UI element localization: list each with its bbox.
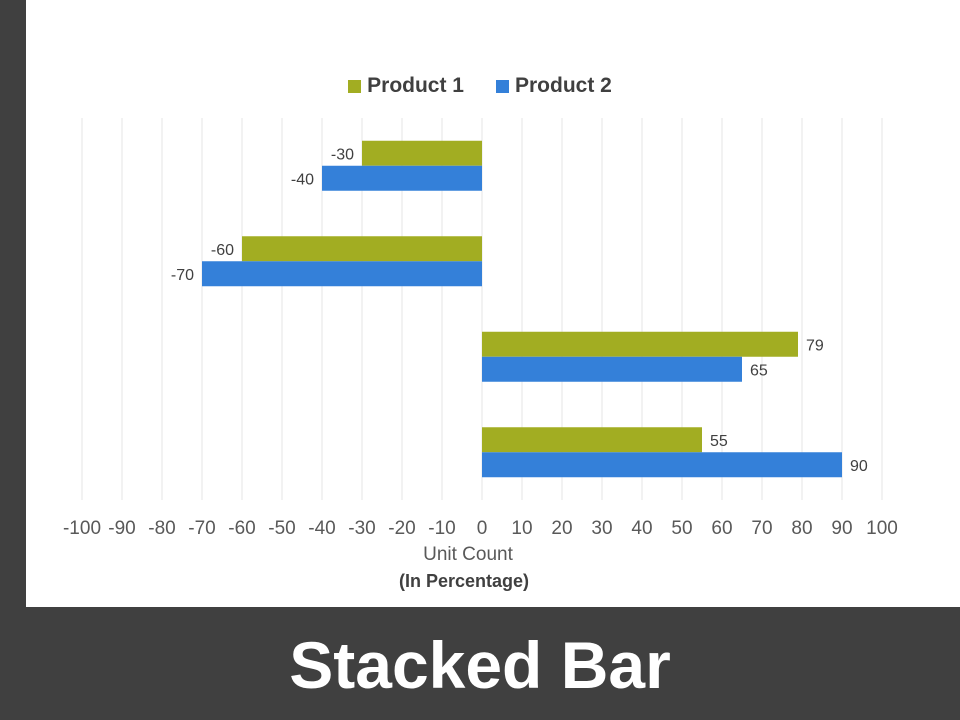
x-tick-label: -20 bbox=[388, 518, 415, 539]
x-tick-label: 80 bbox=[791, 518, 812, 539]
x-tick-label: -70 bbox=[188, 518, 215, 539]
x-tick-label: 60 bbox=[711, 518, 732, 539]
x-tick-label: -50 bbox=[268, 518, 295, 539]
x-tick-label: -100 bbox=[63, 518, 101, 539]
x-tick-label: -80 bbox=[148, 518, 175, 539]
data-label: -40 bbox=[291, 171, 314, 188]
x-tick-label: 20 bbox=[551, 518, 572, 539]
x-tick-label: -40 bbox=[308, 518, 335, 539]
bar-product-2 bbox=[482, 356, 742, 382]
x-tick-label: -60 bbox=[228, 518, 255, 539]
bars bbox=[202, 140, 842, 478]
x-tick-label: -30 bbox=[348, 518, 375, 539]
x-tick-label: 10 bbox=[511, 518, 532, 539]
data-labels: -30 -40 -60 -70 79 65 55 90 bbox=[171, 146, 868, 475]
x-tick-label: 30 bbox=[591, 518, 612, 539]
chart-legend: Product 1 Product 2 bbox=[0, 74, 960, 98]
x-tick-label: -10 bbox=[428, 518, 455, 539]
bar-product-1 bbox=[482, 331, 798, 357]
bar-product-2 bbox=[322, 165, 482, 191]
slide-panel bbox=[26, 0, 960, 607]
data-label: 65 bbox=[750, 362, 768, 379]
x-tick-label: 0 bbox=[477, 518, 488, 539]
data-label: 90 bbox=[850, 458, 868, 475]
legend-item-product-1: Product 1 bbox=[348, 74, 464, 98]
bar-product-1 bbox=[242, 236, 482, 262]
legend-label-product-1: Product 1 bbox=[367, 74, 464, 97]
data-label: -70 bbox=[171, 267, 194, 284]
data-label: 55 bbox=[710, 433, 728, 450]
data-label: -60 bbox=[211, 242, 234, 259]
bar-product-2 bbox=[202, 261, 482, 287]
slide-title: Stacked Bar bbox=[289, 628, 671, 702]
bar-product-2 bbox=[482, 452, 842, 478]
x-tick-label: 40 bbox=[631, 518, 652, 539]
legend-swatch-product-2 bbox=[496, 79, 509, 93]
x-axis-ticks: -100 -90 -80 -70 -60 -50 -40 -30 -20 -10 0 10 20 30 40… bbox=[63, 518, 898, 539]
bar-product-1 bbox=[482, 427, 702, 453]
bar-product-1 bbox=[362, 140, 482, 166]
x-tick-label: -90 bbox=[108, 518, 135, 539]
data-label: 79 bbox=[806, 337, 824, 354]
legend-swatch-product-1 bbox=[348, 79, 362, 93]
x-tick-label: 90 bbox=[831, 518, 852, 539]
data-label: -30 bbox=[331, 146, 354, 163]
legend-label-product-2: Product 2 bbox=[515, 74, 612, 97]
x-axis-subtitle: (In Percentage) bbox=[399, 571, 529, 591]
x-tick-label: 50 bbox=[671, 518, 692, 539]
x-tick-label: 100 bbox=[866, 518, 898, 539]
x-tick-label: 70 bbox=[751, 518, 772, 539]
x-axis-title: Unit Count bbox=[423, 544, 513, 565]
legend-item-product-2: Product 2 bbox=[496, 74, 612, 98]
